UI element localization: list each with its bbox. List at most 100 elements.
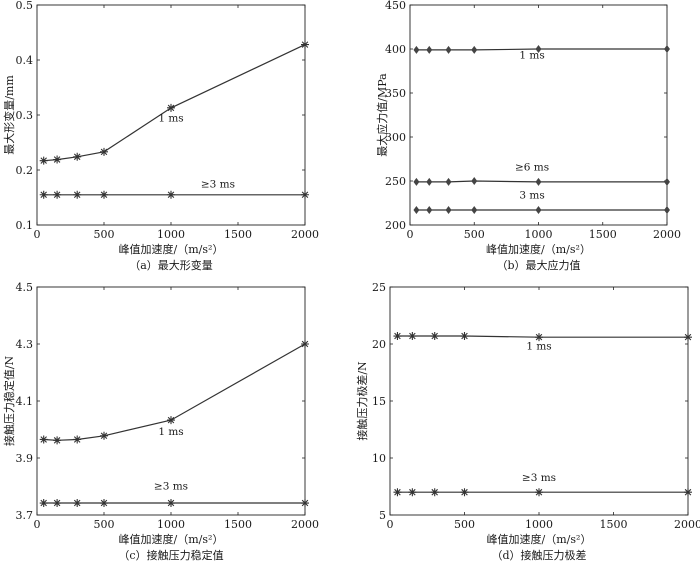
series-line [43,44,306,162]
data-point [100,190,108,199]
data-point [100,499,108,508]
data-point [53,190,62,199]
panel-c-contact-pressure-steady: 0 500 1000 1500 2000 3.7 3.9 4.1 4.3 4.5 1 ms ≥3 ms… [2,281,319,562]
data-point [684,333,692,342]
series-annotation: 1 ms [158,113,183,125]
x-tick-label: 0 [34,518,41,531]
y-tick-label: 250 [385,175,406,188]
y-tick-label: 4.5 [16,281,34,294]
data-point [100,147,108,156]
x-tick-label: 1000 [157,518,185,531]
series-annotation: 3 ms [519,190,544,202]
x-tick-label: 0 [407,228,414,241]
y-tick-label: 10 [372,452,386,465]
x-tick-label: 500 [454,518,475,531]
y-tick-label: 4.1 [16,395,34,408]
data-point [301,499,309,508]
series-annotation: 1 ms [158,426,183,438]
data-point [535,206,542,215]
series-annotation: 1 ms [519,50,544,62]
data-point [426,177,433,186]
data-point [53,155,62,164]
x-tick-label: 2000 [674,518,700,531]
data-point [100,431,108,440]
data-point [413,206,420,215]
y-tick-label: 3.7 [16,509,34,522]
data-point [460,488,469,497]
data-point [664,206,670,215]
x-tick-label: 1000 [525,518,553,531]
data-point [430,488,439,497]
y-tick-label: 3.9 [16,452,34,465]
series-annotation: ≥3 ms [154,480,188,492]
x-axis-label: 峰值加速度/（m/s²） [119,242,224,256]
data-point [471,206,478,215]
data-point [535,333,543,342]
data-point [445,177,452,186]
x-tick-label: 1500 [224,228,252,241]
y-tick-label: 25 [372,281,386,294]
data-point [393,488,402,497]
y-tick-label: 450 [385,0,406,12]
panel-caption: （c）接触压力稳定值 [118,548,223,562]
x-tick-label: 2000 [653,228,681,241]
x-tick-label: 500 [464,228,485,241]
y-axis-label: 最大应力值/MPa [375,73,389,157]
data-point [73,190,82,199]
panel-caption: （b）最大应力值 [496,258,580,272]
x-tick-label: 1500 [224,518,252,531]
series-annotation: 1 ms [526,341,551,353]
data-point [39,499,48,508]
data-point [430,332,439,341]
data-point [471,45,478,54]
data-point [445,45,452,54]
data-point [460,332,469,341]
data-point [535,177,542,186]
data-point [301,40,309,49]
data-point [39,435,48,444]
x-axis-label: 峰值加速度/（m/s²） [487,532,592,546]
data-point [426,206,433,215]
data-point [73,499,82,508]
x-tick-label: 2000 [291,228,319,241]
panel-b-max-stress: 0 500 1000 1500 2000 200 250 300 350 400 450 1 ms ≥6… [375,0,681,272]
data-point [167,499,175,508]
data-point [413,45,420,54]
x-axis-label: 峰值加速度/（m/s²） [119,532,224,546]
data-point [393,332,402,341]
x-tick-label: 0 [34,228,41,241]
data-point [301,340,309,348]
data-point [167,190,175,199]
data-point [53,436,62,445]
data-point [408,488,417,497]
data-point [445,206,452,215]
series-annotation: ≥6 ms [515,161,549,173]
data-point [413,177,420,186]
x-tick-label: 1000 [157,228,185,241]
y-tick-label: 20 [372,338,386,351]
y-axis-label: 接触压力稳定值/N [2,355,16,446]
data-point [535,488,543,497]
data-point [426,45,433,54]
data-point [167,416,175,425]
data-point [39,156,48,165]
data-point [53,499,62,508]
panel-caption: （d）接触压力极差 [491,548,586,562]
x-tick-label: 500 [94,228,115,241]
y-tick-label: 5 [379,509,386,522]
data-point [301,190,309,199]
x-axis-label: 峰值加速度/（m/s²） [486,242,591,256]
data-point [167,103,175,112]
data-point [408,332,417,341]
x-tick-label: 500 [94,518,115,531]
data-point [664,44,670,54]
x-tick-label: 2000 [291,518,319,531]
y-tick-label: 15 [372,395,386,408]
panel-caption: （a）最大形变量 [129,258,213,272]
y-tick-label: 400 [385,43,406,56]
data-point [39,190,48,199]
series-annotation: ≥3 ms [522,472,556,484]
data-point [471,176,478,186]
data-point [535,44,542,54]
